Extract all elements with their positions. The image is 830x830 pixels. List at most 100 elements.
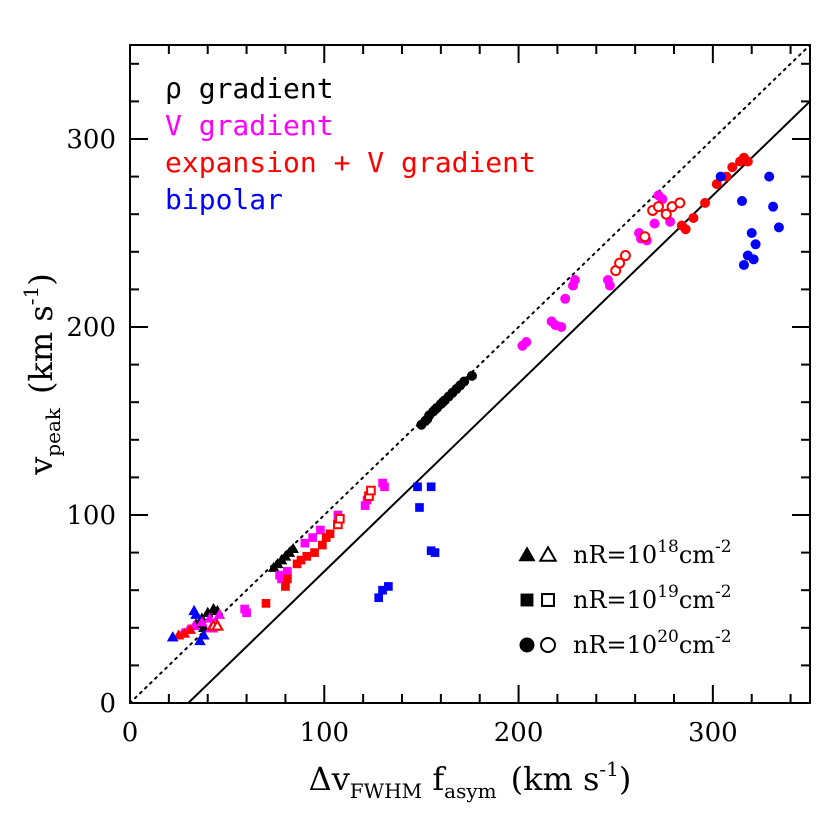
legend-entry: expansion + V gradient <box>165 146 536 179</box>
data-point <box>316 525 325 535</box>
data-point <box>213 608 226 619</box>
data-point <box>300 538 310 548</box>
data-point <box>748 254 759 265</box>
data-point <box>310 548 319 557</box>
data-point <box>521 337 532 348</box>
data-point <box>190 608 202 619</box>
x-title-main: Δv <box>309 760 350 798</box>
data-point <box>203 612 216 623</box>
data-point <box>283 574 292 584</box>
legend-entry: ρ gradient <box>165 72 334 105</box>
data-point <box>459 376 470 387</box>
axis-ticks <box>129 45 810 704</box>
data-point <box>746 228 757 238</box>
key-marker-open <box>540 637 556 653</box>
data-point <box>727 162 738 173</box>
data-point <box>604 280 615 291</box>
legend: ρ gradient V gradient expansion + V gradie… <box>165 72 536 216</box>
data-point <box>308 533 317 542</box>
data-point <box>384 582 393 591</box>
x-title-mid: f <box>422 760 446 798</box>
data-point <box>768 201 779 212</box>
data-point <box>335 513 345 524</box>
x-title-sub2: asym <box>444 779 496 803</box>
data-point <box>569 275 580 285</box>
y-tick-label: 200 <box>66 313 116 343</box>
y-axis-title: vpeak (km s-1) <box>19 273 65 476</box>
data-point <box>715 171 726 182</box>
data-point <box>619 250 631 262</box>
data-point <box>430 404 441 415</box>
data-point <box>166 631 179 642</box>
data-point <box>742 156 753 167</box>
y-tick-label: 300 <box>66 125 116 155</box>
key-label: nR=1020cm-2 <box>573 627 732 659</box>
legend-entry: bipolar <box>165 183 283 216</box>
marker-key: nR=1018cm-2 nR=1019cm-2 nR=1020cm-2 <box>518 537 732 659</box>
data-point <box>614 257 626 269</box>
y-tick-label: 0 <box>99 689 116 719</box>
data-point <box>413 482 422 492</box>
x-tick-label: 100 <box>299 718 349 748</box>
data-point <box>287 542 300 554</box>
y-title-sup: -1 <box>19 286 43 305</box>
key-label: nR=1018cm-2 <box>573 537 732 569</box>
data-point <box>556 322 567 332</box>
data-point <box>466 370 477 381</box>
data-point <box>374 593 384 603</box>
tick-labels: 0 100 200 300 0 100 200 300 <box>66 125 737 748</box>
data-point <box>380 482 389 492</box>
key-marker-filled <box>519 637 535 653</box>
y-tick-label: 100 <box>66 501 116 531</box>
data-point <box>674 197 686 209</box>
data-point <box>750 239 761 250</box>
data-point <box>210 618 225 631</box>
data-point <box>422 414 433 425</box>
data-point <box>426 482 436 492</box>
key-marker-filled <box>520 593 534 607</box>
data-point <box>649 218 660 229</box>
y-title-unit: (km s <box>22 305 60 394</box>
data-point <box>194 635 206 646</box>
x-axis-title: ΔvFWHM fasym (km s-1) <box>309 757 632 803</box>
y-title-end: ) <box>22 273 60 285</box>
data-point <box>325 529 335 539</box>
data-point <box>660 208 672 220</box>
data-point <box>437 397 448 408</box>
key-marker-open <box>541 593 555 607</box>
data-point <box>688 212 699 223</box>
data-point <box>738 259 749 270</box>
data-point <box>302 552 312 561</box>
data-point <box>680 224 691 235</box>
series-0 <box>190 370 477 633</box>
x-title-sup: -1 <box>599 757 618 781</box>
key-label: nR=1019cm-2 <box>573 582 732 614</box>
data-point <box>430 548 440 557</box>
x-tick-label: 0 <box>122 718 139 748</box>
series-3 <box>166 171 784 646</box>
x-tick-label: 300 <box>688 718 738 748</box>
data-point <box>652 201 664 213</box>
data-point <box>318 540 327 550</box>
data-point <box>560 293 571 304</box>
data-point <box>764 171 775 182</box>
y-title-sub: peak <box>41 407 65 457</box>
data-point <box>242 608 251 618</box>
x-title-unit: (km s <box>511 760 600 798</box>
data-point <box>261 599 271 608</box>
data-point <box>773 222 784 233</box>
y-title-main: v <box>22 457 60 476</box>
x-title-sub: FWHM <box>350 779 422 803</box>
series-2 <box>166 152 753 642</box>
plot-frame <box>129 44 811 704</box>
data-point <box>700 197 711 208</box>
legend-entry: V gradient <box>165 109 334 142</box>
data-point <box>366 485 376 496</box>
data-point <box>737 196 747 207</box>
x-title-end: ) <box>619 760 631 798</box>
data-point <box>639 231 651 243</box>
key-marker-filled <box>518 546 536 562</box>
x-tick-label: 200 <box>494 718 544 748</box>
data-point <box>196 616 208 627</box>
